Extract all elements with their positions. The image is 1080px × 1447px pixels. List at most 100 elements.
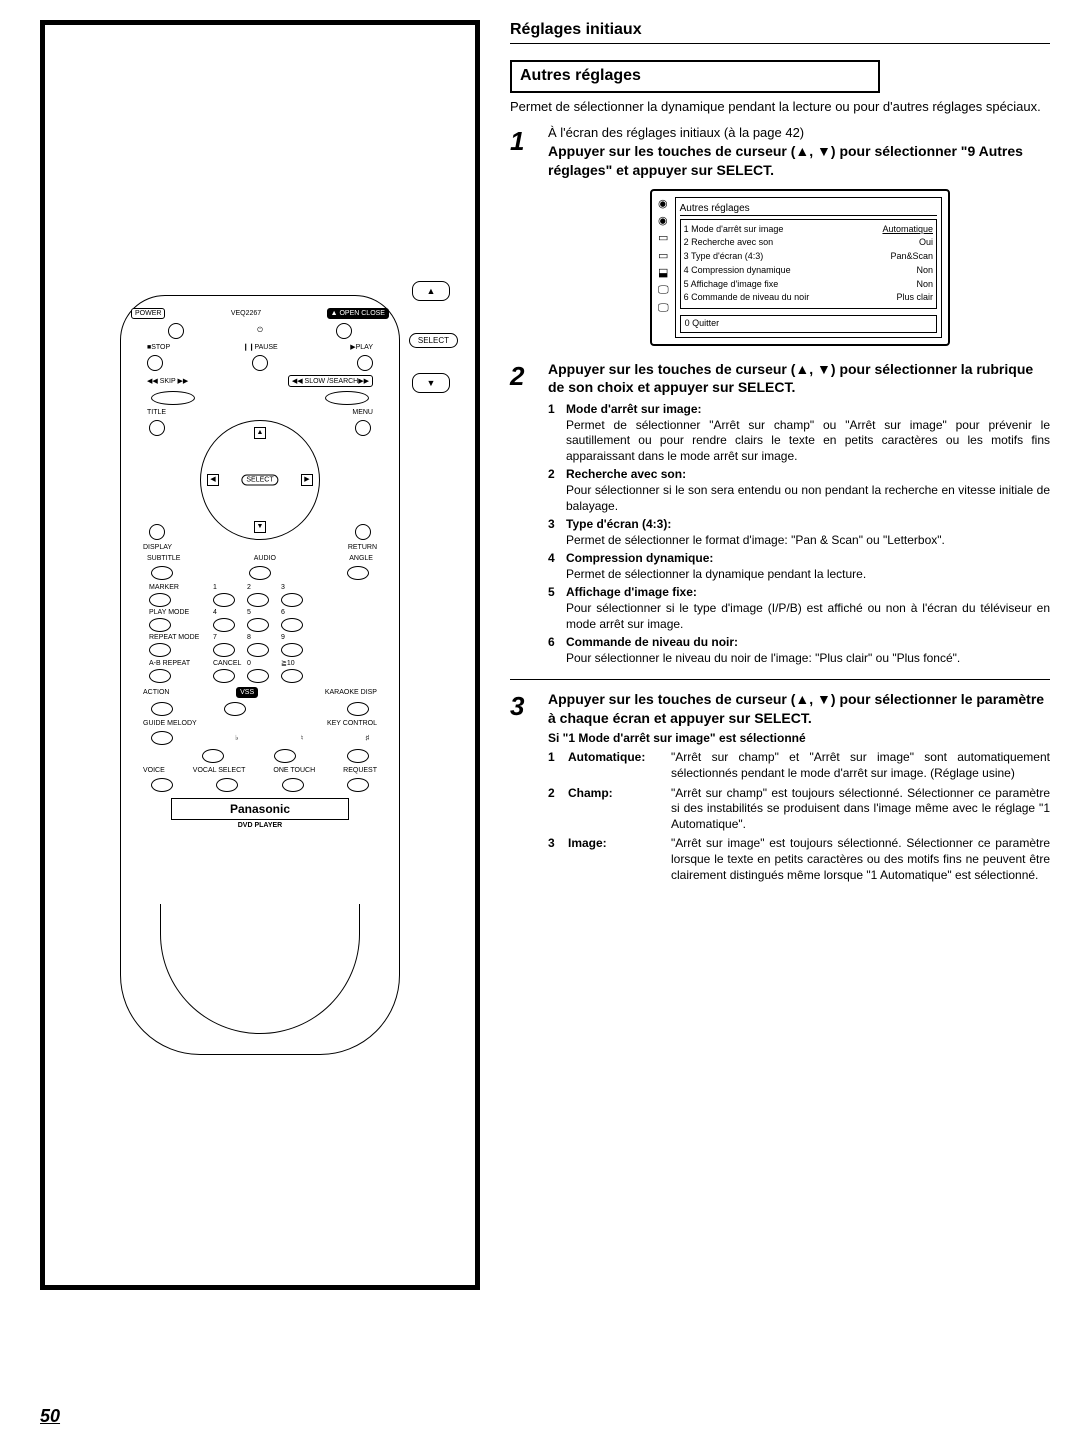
left-column: ▲ SELECT ▼ POWER VEQ2267 ▲ OPEN CLOSE — [40, 20, 480, 1290]
subtitle-label: SUBTITLE — [147, 555, 180, 562]
playmode-button — [149, 618, 171, 632]
disc-icon: ◉ — [658, 197, 669, 211]
cursor-down-icon: ▼ — [412, 373, 450, 393]
param-3: 3Image:"Arrêt sur image" est toujours sé… — [548, 836, 1050, 883]
step2-items: 1Mode d'arrêt sur image:Permet de sélect… — [548, 402, 1050, 667]
step-2: 2 Appuyer sur les touches de curseur (▲,… — [510, 360, 1050, 670]
remote-bottom-curve — [160, 904, 360, 1034]
osd-quit: 0 Quitter — [680, 315, 937, 333]
action-button — [151, 702, 173, 716]
marker-label: MARKER — [149, 584, 209, 591]
subtitle-button — [151, 566, 173, 580]
repeatmode-label: REPEAT MODE — [149, 634, 209, 641]
step3-params: 1Automatique:"Arrêt sur champ" et "Arrêt… — [548, 750, 1050, 883]
osd-row-6: 6 Commande de niveau du noirPlus clair — [684, 291, 933, 305]
param-1: 1Automatique:"Arrêt sur champ" et "Arrêt… — [548, 750, 1050, 781]
guide-melody-label: GUIDE MELODY — [143, 720, 197, 727]
guide-melody-button — [151, 731, 173, 745]
return-button — [355, 524, 371, 540]
param-2: 2Champ:"Arrêt sur champ" est toujours sé… — [548, 786, 1050, 833]
voice-label: VOICE — [143, 767, 165, 774]
intro-text: Permet de sélectionner la dynamique pend… — [510, 99, 1050, 116]
display-button — [149, 524, 165, 540]
one-touch-label: ONE TOUCH — [273, 767, 315, 774]
step3-subhead: Si "1 Mode d'arrêt sur image" est sélect… — [548, 731, 1050, 747]
power-led-icon — [168, 323, 184, 339]
power-button: POWER — [131, 308, 165, 319]
step-number-2: 2 — [510, 360, 538, 670]
audio-icon: ▭ — [658, 231, 669, 245]
angle-label: ANGLE — [349, 555, 373, 562]
remote-body: POWER VEQ2267 ▲ OPEN CLOSE ⏻ ■STOP ❙❙PAU… — [120, 295, 400, 1055]
vss-pill — [224, 702, 246, 716]
step2-item-2: 2Recherche avec son:Pour sélectionner si… — [548, 467, 1050, 514]
step1-instruction: Appuyer sur les touches de curseur (▲, ▼… — [548, 142, 1050, 178]
step2-item-5: 5Affichage d'image fixe:Pour sélectionne… — [548, 585, 1050, 632]
vocal-select-label: VOCAL SELECT — [193, 767, 246, 774]
dpad-right-icon: ▶ — [301, 474, 313, 486]
osd-list: 1 Mode d'arrêt sur imageAutomatique 2 Re… — [680, 219, 937, 309]
dpad-left-icon: ◀ — [207, 474, 219, 486]
cursor-up-icon: ▲ — [412, 281, 450, 301]
osd-row-4: 4 Compression dynamiqueNon — [684, 264, 933, 278]
step2-instruction: Appuyer sur les touches de curseur (▲, ▼… — [548, 360, 1050, 396]
disc-icon-2: ◉ — [658, 214, 669, 228]
box-title: Autres réglages — [510, 60, 880, 93]
callout-select: SELECT — [409, 333, 458, 348]
step-number-1: 1 — [510, 125, 538, 178]
osd-row-1: 1 Mode d'arrêt sur imageAutomatique — [684, 223, 933, 237]
step2-item-6: 6Commande de niveau du noir:Pour sélecti… — [548, 635, 1050, 666]
audio-button — [249, 566, 271, 580]
skip-buttons — [151, 391, 195, 405]
pause-label: ❙❙PAUSE — [243, 343, 278, 351]
osd-inner: Autres réglages 1 Mode d'arrêt sur image… — [675, 197, 942, 338]
menu-button — [355, 420, 371, 436]
slow-search-label: ◀◀ SLOW /SEARCH▶▶ — [288, 375, 373, 387]
remote-frame: ▲ SELECT ▼ POWER VEQ2267 ▲ OPEN CLOSE — [40, 20, 480, 1290]
callout-cursor-up: ▲ — [412, 281, 450, 301]
audio-label: AUDIO — [254, 555, 276, 562]
stop-button — [147, 355, 163, 371]
step2-item-4: 4Compression dynamique:Permet de sélecti… — [548, 551, 1050, 582]
display-icon: 🖵 — [658, 283, 669, 297]
open-close-button: ▲ OPEN CLOSE — [327, 308, 389, 319]
brand-label: Panasonic — [171, 798, 349, 820]
abrepeat-button — [149, 669, 171, 683]
section-header: Réglages initiaux — [510, 20, 1050, 44]
osd-icon-column: ◉ ◉ ▭ ▭ ⬓ 🖵 🖵 — [658, 197, 669, 338]
vss-button: VSS — [236, 687, 258, 698]
dpad-down-icon: ▼ — [254, 521, 266, 533]
step1-lead: À l'écran des réglages initiaux (à la pa… — [548, 125, 1050, 142]
page-number: 50 — [40, 1406, 60, 1427]
open-close-round — [336, 323, 352, 339]
playmode-label: PLAY MODE — [149, 609, 209, 616]
numeric-keypad: MARKER 123 PLAY MODE 456 REPEAT MODE 789… — [131, 584, 389, 683]
step-3: 3 Appuyer sur les touches de curseur (▲,… — [510, 690, 1050, 887]
action-label: ACTION — [143, 689, 169, 696]
select-callout-label: SELECT — [409, 333, 458, 348]
skip-label: ◀◀ SKIP ▶▶ — [147, 377, 188, 385]
menu-label: MENU — [352, 409, 373, 416]
step-1: 1 À l'écran des réglages initiaux (à la … — [510, 125, 1050, 178]
return-label: RETURN — [348, 544, 377, 551]
osd-row-3: 3 Type d'écran (4:3)Pan&Scan — [684, 250, 933, 264]
display-label: DISPLAY — [143, 544, 172, 551]
marker-button — [149, 593, 171, 607]
video-icon: ▭ — [658, 249, 669, 263]
model-label: VEQ2267 — [231, 310, 261, 317]
step-number-3: 3 — [510, 690, 538, 887]
key-control-label: KEY CONTROL — [327, 720, 377, 727]
osd-row-2: 2 Recherche avec sonOui — [684, 236, 933, 250]
dpad-up-icon: ▲ — [254, 427, 266, 439]
step2-item-3: 3Type d'écran (4:3):Permet de sélectionn… — [548, 517, 1050, 548]
karaoke-button — [347, 702, 369, 716]
step3-instruction: Appuyer sur les touches de curseur (▲, ▼… — [548, 690, 1050, 726]
title-button — [149, 420, 165, 436]
ratings-icon: ⬓ — [658, 266, 669, 280]
search-buttons — [325, 391, 369, 405]
title-label: TITLE — [147, 409, 166, 416]
dpad-select-button: SELECT — [241, 475, 278, 486]
subbrand-label: DVD PLAYER — [131, 822, 389, 829]
abrepeat-label: A-B REPEAT — [149, 660, 209, 667]
remote-control-illustration: ▲ SELECT ▼ POWER VEQ2267 ▲ OPEN CLOSE — [120, 295, 400, 1245]
